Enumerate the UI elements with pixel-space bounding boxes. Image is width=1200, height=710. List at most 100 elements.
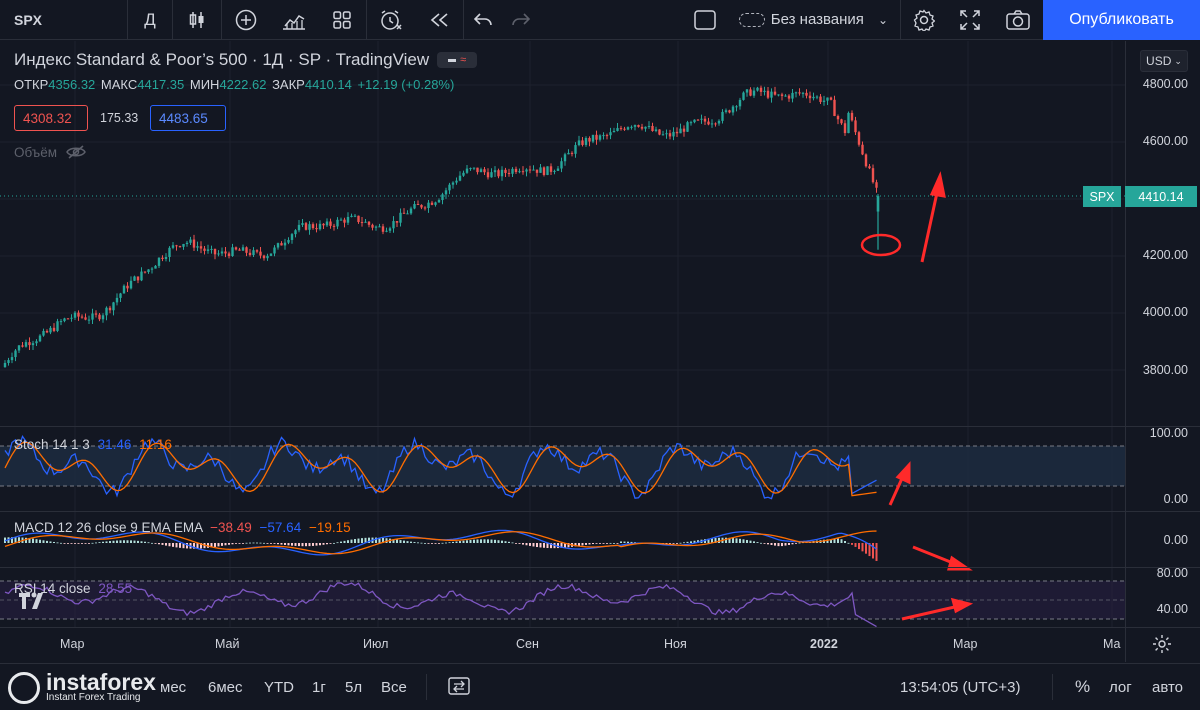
undo-icon[interactable] — [464, 0, 502, 40]
range-button[interactable]: Все — [381, 679, 407, 696]
candle-body — [770, 91, 773, 98]
legend-toggle[interactable]: ≈ — [437, 52, 478, 68]
macd-bar — [567, 543, 570, 548]
macd-bar — [245, 542, 248, 544]
candle-body — [252, 250, 255, 256]
macd-bar — [714, 538, 717, 543]
candle-body — [70, 317, 73, 319]
chart-canvas[interactable] — [0, 41, 1125, 662]
candle-body — [563, 154, 567, 162]
range-button[interactable]: 5л — [345, 679, 363, 696]
macd-bar — [487, 539, 489, 543]
last-price-text: 4410.14 — [1138, 189, 1184, 204]
macd-axis-label: 0.00 — [1163, 533, 1188, 547]
macd-bar — [854, 543, 857, 547]
sell-price-box[interactable]: 4308.32 — [14, 105, 88, 131]
eye-crossed-icon[interactable] — [65, 144, 87, 160]
macd-bar — [392, 539, 395, 543]
macd-bar — [753, 541, 755, 543]
macd-bar — [315, 543, 318, 546]
symbol-search-button[interactable]: SPX — [0, 0, 128, 40]
range-button[interactable]: YTD — [264, 679, 294, 696]
macd-bar — [760, 542, 762, 544]
layout-name-button[interactable]: Без названия ⌄ — [727, 0, 900, 40]
settings-gear-icon[interactable] — [901, 0, 947, 40]
fullscreen-icon[interactable] — [947, 0, 993, 40]
price-label: 4600.00 — [1142, 134, 1188, 148]
macd-bar — [441, 542, 444, 544]
cloud-icon — [738, 12, 765, 27]
auto-toggle[interactable]: авто — [1152, 679, 1184, 696]
candle-body — [633, 125, 637, 127]
pane-separator[interactable] — [0, 426, 1200, 427]
rsi-value: 28.55 — [98, 581, 133, 596]
macd-bar — [749, 540, 752, 543]
macd-bar — [543, 543, 545, 548]
range-button[interactable]: 1г — [312, 679, 326, 696]
wave-icon: ≈ — [460, 54, 467, 66]
interval-button[interactable]: Д — [128, 0, 172, 40]
candle-body — [451, 182, 455, 185]
price-axis[interactable]: USD ⌄ — [1125, 41, 1200, 662]
candle-body — [203, 248, 206, 251]
macd-bar — [329, 543, 332, 544]
stoch-axis-label: 0.00 — [1163, 492, 1188, 506]
macd-bar — [844, 541, 846, 543]
minus-icon — [448, 58, 457, 62]
macd-bar — [375, 537, 377, 543]
divider — [1052, 674, 1053, 700]
camera-icon[interactable] — [993, 0, 1043, 40]
range-button[interactable]: мес — [160, 679, 187, 696]
candle-body — [136, 276, 140, 281]
range-button[interactable]: 6мес — [208, 679, 243, 696]
candle-body — [752, 90, 756, 96]
macd-bar — [291, 543, 293, 546]
templates-icon[interactable] — [318, 0, 366, 40]
macd-bar — [228, 543, 230, 545]
candle-body — [745, 89, 749, 93]
percent-toggle[interactable]: % — [1075, 677, 1091, 696]
publish-button[interactable]: Опубликовать — [1043, 0, 1200, 40]
redo-icon[interactable] — [502, 0, 540, 40]
buy-price-box[interactable]: 4483.65 — [150, 105, 226, 131]
macd-bar — [144, 541, 146, 543]
bid-value: 4308.32 — [23, 110, 72, 126]
replay-icon[interactable] — [415, 0, 463, 40]
currency-selector[interactable]: USD ⌄ — [1140, 50, 1188, 72]
candle-body — [311, 224, 315, 229]
candle-body — [339, 219, 343, 221]
fullscreen-layout-icon[interactable] — [683, 0, 727, 40]
candle-body — [31, 343, 35, 346]
candle-body — [115, 297, 119, 303]
macd-bar — [284, 543, 286, 545]
candle-body — [703, 118, 707, 122]
candle-body — [133, 276, 136, 281]
candle-series — [3, 85, 880, 368]
macd-bar — [627, 541, 629, 543]
candle-body — [196, 246, 199, 248]
candle-body — [535, 169, 539, 173]
date-range-icon[interactable] — [448, 676, 470, 701]
candle-body — [413, 204, 416, 209]
pane-separator[interactable] — [0, 511, 1200, 512]
macd-bar — [231, 543, 234, 545]
macd-bar — [529, 543, 531, 546]
clock-time[interactable]: 13:54:05 (UTC+3) — [900, 679, 1021, 696]
price-label: 4000.00 — [1142, 305, 1188, 319]
indicators-icon[interactable] — [270, 0, 318, 40]
candles-icon[interactable] — [173, 0, 221, 40]
chart-settings-icon[interactable] — [1152, 634, 1172, 659]
candle-body — [876, 196, 880, 212]
candle-body — [437, 200, 441, 203]
macd-bar — [102, 541, 104, 543]
macd-bar — [280, 543, 283, 545]
pane-separator[interactable] — [0, 567, 1200, 568]
candle-body — [724, 110, 728, 112]
macd-bar — [798, 542, 801, 544]
macd-bar — [770, 543, 773, 545]
alert-icon[interactable] — [367, 0, 415, 40]
divider — [900, 0, 901, 40]
log-toggle[interactable]: лог — [1109, 679, 1132, 696]
add-indicator-icon[interactable] — [222, 0, 270, 40]
candle-body — [840, 119, 843, 124]
